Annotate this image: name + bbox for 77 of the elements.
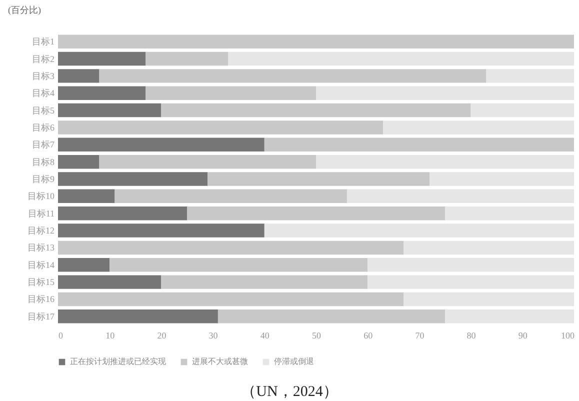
y-tick-label: 目标3 bbox=[32, 70, 55, 81]
y-tick-label: 目标2 bbox=[32, 54, 54, 64]
bar bbox=[316, 86, 574, 100]
bar bbox=[368, 275, 574, 289]
x-tick-label: 10 bbox=[106, 330, 116, 340]
bar bbox=[228, 52, 574, 66]
y-tick-label: 目标7 bbox=[32, 140, 55, 150]
bar bbox=[218, 310, 445, 324]
y-tick-label: 目标14 bbox=[28, 260, 55, 270]
y-tick-label: 目标6 bbox=[32, 122, 55, 132]
bar bbox=[114, 189, 347, 204]
bar bbox=[445, 206, 574, 220]
x-tick-label: 100 bbox=[561, 330, 575, 340]
bar bbox=[208, 172, 430, 186]
bar bbox=[264, 224, 574, 238]
bar bbox=[58, 86, 146, 100]
y-tick-label: 目标15 bbox=[28, 277, 55, 288]
bar bbox=[404, 292, 574, 306]
bar bbox=[58, 52, 146, 66]
x-tick-label: 30 bbox=[208, 330, 218, 340]
bar bbox=[58, 258, 110, 272]
bar bbox=[58, 120, 384, 134]
bar bbox=[58, 34, 574, 48]
bar bbox=[264, 138, 574, 152]
bar bbox=[404, 240, 574, 255]
bar bbox=[161, 275, 368, 289]
legend-label: 正在按计划推进或已经实现 bbox=[70, 357, 166, 366]
y-tick-label: 目标10 bbox=[28, 191, 55, 202]
bar bbox=[110, 258, 368, 272]
bar bbox=[58, 172, 208, 186]
bar bbox=[58, 310, 218, 324]
text: （UN，2024） bbox=[240, 383, 339, 401]
bar bbox=[58, 224, 264, 238]
x-tick-label: 40 bbox=[260, 330, 270, 340]
y-tick-label: 目标13 bbox=[28, 242, 55, 253]
bar bbox=[99, 154, 316, 169]
y-tick-label: 目标5 bbox=[32, 105, 55, 116]
x-tick-label: 80 bbox=[466, 330, 476, 340]
bar bbox=[346, 189, 574, 204]
bar bbox=[58, 154, 100, 169]
bar bbox=[58, 240, 404, 255]
bar bbox=[161, 103, 471, 118]
legend-label: 进展不大或甚微 bbox=[192, 357, 248, 366]
bar bbox=[58, 69, 100, 83]
bar bbox=[316, 154, 574, 169]
bar bbox=[58, 138, 264, 152]
bar bbox=[445, 310, 574, 324]
x-tick-label: 0 bbox=[58, 330, 64, 340]
x-tick-label: 90 bbox=[518, 330, 528, 340]
bar bbox=[430, 172, 574, 186]
y-tick-label: 目标17 bbox=[28, 311, 55, 322]
x-tick-label: 70 bbox=[415, 330, 425, 340]
x-tick-label: 20 bbox=[157, 330, 167, 340]
bar bbox=[58, 275, 162, 289]
bar bbox=[58, 206, 187, 220]
bar bbox=[58, 189, 115, 204]
y-tick-label: 目标9 bbox=[32, 174, 55, 184]
y-tick-label: 目标16 bbox=[28, 294, 55, 304]
bar bbox=[187, 206, 445, 220]
bar bbox=[383, 120, 574, 134]
chart-title: (百分比) bbox=[8, 5, 41, 15]
bar bbox=[368, 258, 574, 272]
x-tick-label: 60 bbox=[364, 330, 374, 340]
bar bbox=[58, 103, 162, 118]
y-tick-label: 目标8 bbox=[32, 156, 55, 167]
bar bbox=[99, 69, 486, 83]
bar bbox=[486, 69, 574, 83]
bar bbox=[146, 52, 228, 66]
y-tick-label: 目标4 bbox=[32, 88, 55, 98]
y-tick-label: 目标1 bbox=[32, 36, 54, 47]
legend-label: 停滞或倒退 bbox=[274, 357, 314, 366]
bar bbox=[470, 103, 574, 118]
bar bbox=[58, 292, 404, 306]
x-tick-label: 50 bbox=[312, 330, 322, 340]
y-tick-label: 目标12 bbox=[28, 226, 54, 236]
bar bbox=[146, 86, 316, 100]
y-tick-label: 目标11 bbox=[28, 208, 54, 218]
